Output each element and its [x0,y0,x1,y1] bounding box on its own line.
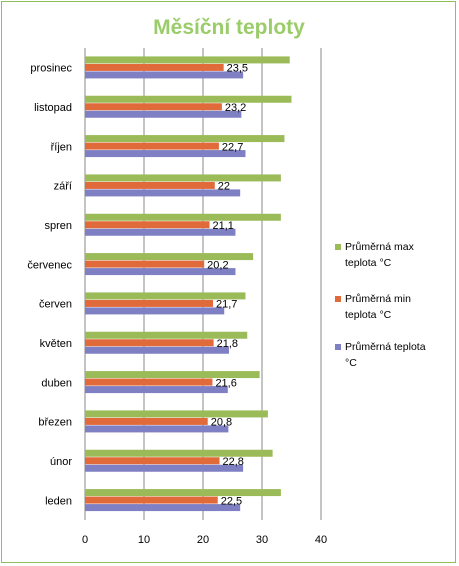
bar-prosinec-series-2 [85,63,224,71]
x-tick-label: 20 [197,534,209,546]
bar-spren-series-3 [85,228,236,236]
category-label: říjen [51,141,72,153]
bar-červenec-series-2 [85,260,205,268]
bar-duben-series-3 [85,386,228,394]
bar-listopad-series-2 [85,103,222,111]
bar-říjen-series-3 [85,150,246,158]
legend-label-cont: teplota °C [345,257,392,269]
bar-březen-series-2 [85,417,208,425]
bar-červenec-series-1 [85,253,254,261]
bar-únor-series-1 [85,449,273,457]
bar-duben-series-2 [85,378,213,386]
x-tick-label: 30 [256,534,268,546]
data-label: 21,8 [217,338,238,350]
category-label: spren [44,220,72,232]
data-label: 23,2 [225,102,246,114]
data-label: 22,5 [221,495,242,507]
x-tick-label: 40 [315,534,327,546]
bar-prosinec-series-1 [85,56,290,64]
bar-březen-series-3 [85,425,229,433]
bar-listopad-series-1 [85,95,292,103]
data-label: 20,8 [211,417,232,429]
x-tick-label: 0 [82,534,88,546]
data-label: 22,7 [222,141,243,153]
category-label: březen [38,417,72,429]
bar-únor-series-2 [85,457,220,465]
bar-září-series-1 [85,174,281,182]
bar-leden-series-1 [85,489,281,497]
legend-swatch [335,244,341,250]
bar-říjen-series-1 [85,135,285,143]
legend-label-cont: teplota °C [345,309,392,321]
bar-červen-series-1 [85,292,246,300]
bar-říjen-series-2 [85,142,219,150]
legend-label: Průměrná min [345,293,411,305]
bar-květen-series-3 [85,346,229,354]
bar-září-series-2 [85,181,215,189]
bar-duben-series-1 [85,371,260,379]
bar-prosinec-series-3 [85,71,244,79]
legend-label-cont: °C [345,357,357,369]
category-label: září [54,181,72,193]
data-label: 21,7 [216,299,237,311]
bar-březen-series-1 [85,410,268,418]
bar-listopad-series-3 [85,110,242,118]
bar-leden-series-2 [85,496,218,504]
legend-swatch [335,344,341,350]
legend-label: Průměrná max [345,241,415,253]
category-label: prosinec [30,63,72,75]
bar-únor-series-3 [85,464,244,472]
legend-label: Průměrná teplota [345,341,426,353]
bar-červenec-series-3 [85,268,236,276]
data-label: 21,6 [215,377,236,389]
category-label: únor [50,456,72,468]
category-label: červen [39,299,72,311]
category-label: květen [40,338,72,350]
category-label: listopad [34,102,72,114]
category-label: duben [41,377,72,389]
bar-spren-series-2 [85,221,210,229]
category-label: červenec [27,259,72,271]
data-label: 20,2 [207,259,228,271]
chart-title: Měsíční teploty [153,16,305,39]
data-label: 22 [218,181,230,193]
category-label: leden [45,495,72,507]
legend-swatch [335,296,341,302]
bar-červen-series-2 [85,299,214,307]
bar-květen-series-2 [85,339,214,347]
bar-červen-series-3 [85,307,225,315]
bar-leden-series-3 [85,504,241,512]
data-label: 22,8 [223,456,244,468]
bar-září-series-3 [85,189,241,197]
data-label: 21,1 [212,220,233,232]
data-label: 23,5 [227,63,248,75]
x-tick-label: 10 [138,534,150,546]
bar-květen-series-1 [85,331,248,339]
bar-spren-series-1 [85,213,281,221]
